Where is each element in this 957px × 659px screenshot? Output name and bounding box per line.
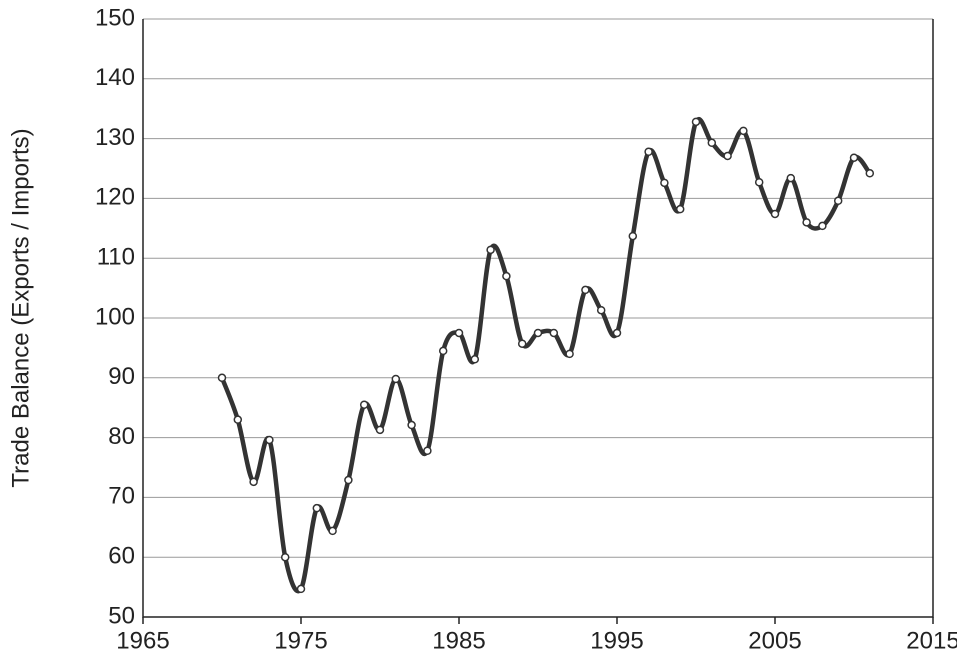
point — [359, 400, 369, 409]
point — [628, 231, 638, 241]
point — [438, 346, 448, 356]
point — [265, 435, 274, 445]
point — [612, 328, 622, 338]
point — [328, 526, 337, 536]
y-axis-label: Trade Balance (Exports / Imports) — [7, 128, 34, 487]
y-tick-label: 150 — [95, 4, 135, 31]
point — [375, 425, 385, 435]
y-tick-label: 70 — [108, 483, 135, 510]
point — [280, 552, 290, 562]
point — [249, 477, 258, 487]
y-tick-label: 120 — [95, 184, 135, 211]
y-tick-label: 80 — [108, 423, 135, 450]
point — [217, 373, 227, 383]
point — [312, 503, 322, 513]
point — [581, 285, 590, 295]
point — [691, 117, 701, 127]
point — [865, 169, 875, 178]
point — [833, 196, 843, 206]
point — [470, 355, 480, 364]
y-tick-label: 90 — [108, 363, 135, 390]
point — [739, 126, 748, 136]
point — [644, 147, 653, 157]
point — [596, 305, 606, 315]
y-tick-label: 140 — [95, 64, 135, 91]
x-tick-label: 1985 — [432, 627, 485, 654]
y-tick-label: 100 — [95, 303, 135, 330]
point — [423, 446, 432, 456]
point — [233, 415, 243, 424]
point — [407, 420, 416, 430]
point — [565, 349, 574, 359]
point — [391, 374, 401, 384]
axis-frame — [142, 19, 934, 618]
point — [754, 178, 764, 187]
line — [219, 117, 872, 594]
point — [675, 204, 685, 214]
point — [802, 218, 811, 227]
x-tick-label: 2015 — [906, 627, 957, 654]
point — [770, 209, 780, 219]
point — [818, 221, 827, 231]
y-tick-label: 60 — [108, 543, 135, 570]
point — [344, 475, 353, 485]
point — [296, 584, 306, 594]
point — [849, 153, 859, 162]
x-tick-label: 2005 — [748, 627, 801, 654]
y-tick-label: 130 — [95, 124, 135, 151]
point — [486, 245, 495, 255]
point — [786, 173, 796, 183]
x-tick-label: 1995 — [590, 627, 643, 654]
point — [454, 328, 464, 338]
point — [707, 138, 717, 148]
point — [660, 178, 669, 188]
point — [533, 328, 543, 338]
x-tick-label: 1975 — [274, 627, 327, 654]
point — [502, 271, 511, 281]
point — [517, 339, 527, 348]
x-tick-label: 1965 — [116, 627, 169, 654]
y-tick-label: 50 — [108, 602, 135, 629]
y-tick-label: 110 — [97, 244, 135, 271]
point — [723, 151, 732, 161]
point — [549, 328, 559, 338]
